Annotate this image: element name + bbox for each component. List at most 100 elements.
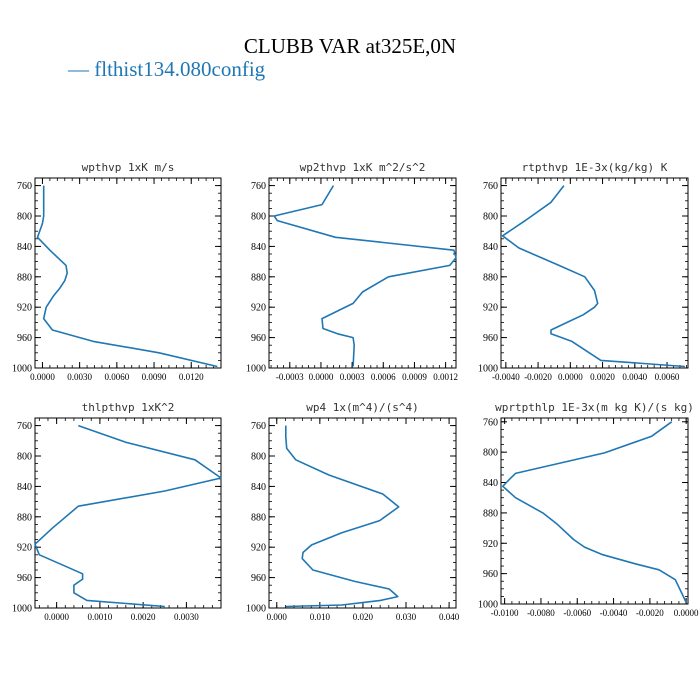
y-tick-label: 840: [251, 242, 266, 253]
y-tick-label: 760: [17, 181, 32, 192]
y-tick-label: 920: [483, 539, 498, 550]
y-tick-label: 1000: [246, 604, 266, 615]
y-tick-label: 800: [483, 212, 498, 223]
y-tick-label: 840: [483, 242, 498, 253]
x-tick-label: 0.0030: [67, 372, 92, 382]
x-tick-label: 0.030: [396, 612, 417, 622]
y-tick-label: 880: [483, 508, 498, 519]
series-line: [34, 424, 222, 608]
y-tick-label: 760: [483, 181, 498, 192]
y-tick-label: 880: [17, 512, 32, 523]
y-tick-label: 920: [251, 303, 266, 314]
y-tick-label: 960: [483, 569, 498, 580]
y-tick-label: 1000: [12, 364, 32, 375]
x-tick-label: 0.0010: [88, 612, 113, 622]
plot-frame: [34, 177, 222, 369]
x-tick-label: -0.0040: [600, 608, 628, 618]
x-tick-label: 0.0020: [590, 372, 615, 382]
series-line: [501, 185, 685, 368]
plot-frame: [268, 417, 457, 609]
y-tick-label: 760: [483, 417, 498, 428]
y-tick-label: 800: [251, 212, 266, 223]
panel-title: thlpthvp 1xK^2: [82, 401, 175, 414]
series-line: [273, 185, 457, 367]
panel-5: wp4 1x(m^4)/(s^4)76080084088092096010000…: [246, 401, 460, 622]
x-tick-label: -0.0080: [527, 608, 555, 618]
y-tick-label: 800: [17, 452, 32, 463]
x-tick-label: 0.020: [353, 612, 374, 622]
panel-title: wp2thvp 1xK m^2/s^2: [300, 161, 426, 174]
panel-title: wpthvp 1xK m/s: [82, 161, 175, 174]
y-tick-label: 960: [251, 573, 266, 584]
panel-title: wprtpthlp 1E-3x(m kg K)/(s kg): [495, 401, 694, 414]
panel-6: wprtpthlp 1E-3x(m kg K)/(s kg) 760 800 840 8…: [478, 401, 699, 618]
y-tick-label: 760: [251, 421, 266, 432]
y-tick-label: 920: [17, 543, 32, 554]
y-tick-label: 800: [483, 448, 498, 459]
y-tick-label: 880: [17, 272, 32, 283]
y-tick-label: 800: [17, 212, 32, 223]
y-tick-label: 840: [483, 478, 498, 489]
page-title: CLUBB VAR at325E,0N: [243, 34, 457, 58]
plot-frame: [268, 177, 457, 369]
plot-frame: [500, 177, 689, 369]
x-tick-label: -0.0003: [276, 372, 304, 382]
y-tick-label: 1000: [246, 364, 266, 375]
x-tick-label: 0.0090: [142, 372, 167, 382]
x-tick-label: 0.040: [439, 612, 460, 622]
y-tick-label: 960: [483, 333, 498, 344]
x-tick-label: 0.0000: [44, 612, 69, 622]
y-tick-label: 1000: [12, 604, 32, 615]
x-tick-label: -0.0060: [563, 608, 591, 618]
y-tick-label: 840: [17, 242, 32, 253]
x-tick-label: 0.0006: [371, 372, 396, 382]
x-tick-label: 0.0012: [433, 372, 458, 382]
x-tick-label: 0.0040: [622, 372, 647, 382]
x-tick-label: 0.0020: [131, 612, 156, 622]
x-tick-label: 0.0060: [655, 372, 680, 382]
y-tick-label: 920: [251, 543, 266, 554]
panel-1: wpthvp 1xK m/s76080084088092096010000.00…: [12, 161, 222, 382]
series-line: [501, 421, 687, 603]
x-tick-label: -0.0040: [492, 372, 520, 382]
legend-entry: — flthist134.080config: [68, 57, 266, 81]
y-tick-label: 800: [251, 452, 266, 463]
x-tick-label: 0.000: [267, 612, 288, 622]
y-tick-label: 840: [251, 482, 266, 493]
x-tick-label: 0.0000: [309, 372, 334, 382]
x-tick-label: 0.010: [310, 612, 331, 622]
y-tick-label: 840: [17, 482, 32, 493]
x-tick-label: 0.0120: [179, 372, 204, 382]
y-tick-label: 760: [17, 421, 32, 432]
x-tick-label: 0.0000: [30, 372, 55, 382]
y-tick-label: 1000: [478, 364, 498, 375]
x-tick-label: 0.0009: [402, 372, 427, 382]
series-line: [36, 185, 218, 368]
y-tick-label: 960: [251, 333, 266, 344]
panel-title: wp4 1x(m^4)/(s^4): [306, 401, 419, 414]
panel-2: wp2thvp 1xK m^2/s^2 760 800 840 880 920 960 100…: [246, 161, 458, 382]
plot-frame: [500, 417, 689, 605]
y-tick-label: 1000: [478, 600, 498, 611]
plot-frame: [34, 417, 222, 609]
x-tick-label: -0.0100: [491, 608, 519, 618]
x-tick-label: 0.0000: [558, 372, 583, 382]
y-tick-label: 960: [17, 333, 32, 344]
x-tick-label: 0.0030: [174, 612, 199, 622]
panel-4: thlpthvp 1xK^2 760 800 840 880 920 960 1000 0.00…: [12, 401, 222, 622]
y-tick-label: 960: [17, 573, 32, 584]
y-tick-label: 920: [17, 303, 32, 314]
panel-3: rtpthvp 1E-3x(kg/kg) K 760 800 840 880 920 960…: [478, 161, 689, 382]
y-tick-label: 920: [483, 303, 498, 314]
x-tick-label: -0.0020: [636, 608, 664, 618]
series-line: [284, 425, 400, 608]
x-tick-label: -0.0020: [524, 372, 552, 382]
x-tick-label: 0.0003: [340, 372, 365, 382]
x-tick-label: 0.0060: [104, 372, 129, 382]
y-tick-label: 760: [251, 181, 266, 192]
panel-title: rtpthvp 1E-3x(kg/kg) K: [522, 161, 668, 174]
y-tick-label: 880: [251, 512, 266, 523]
x-tick-label: 0.0000: [674, 608, 699, 618]
y-tick-label: 880: [483, 272, 498, 283]
